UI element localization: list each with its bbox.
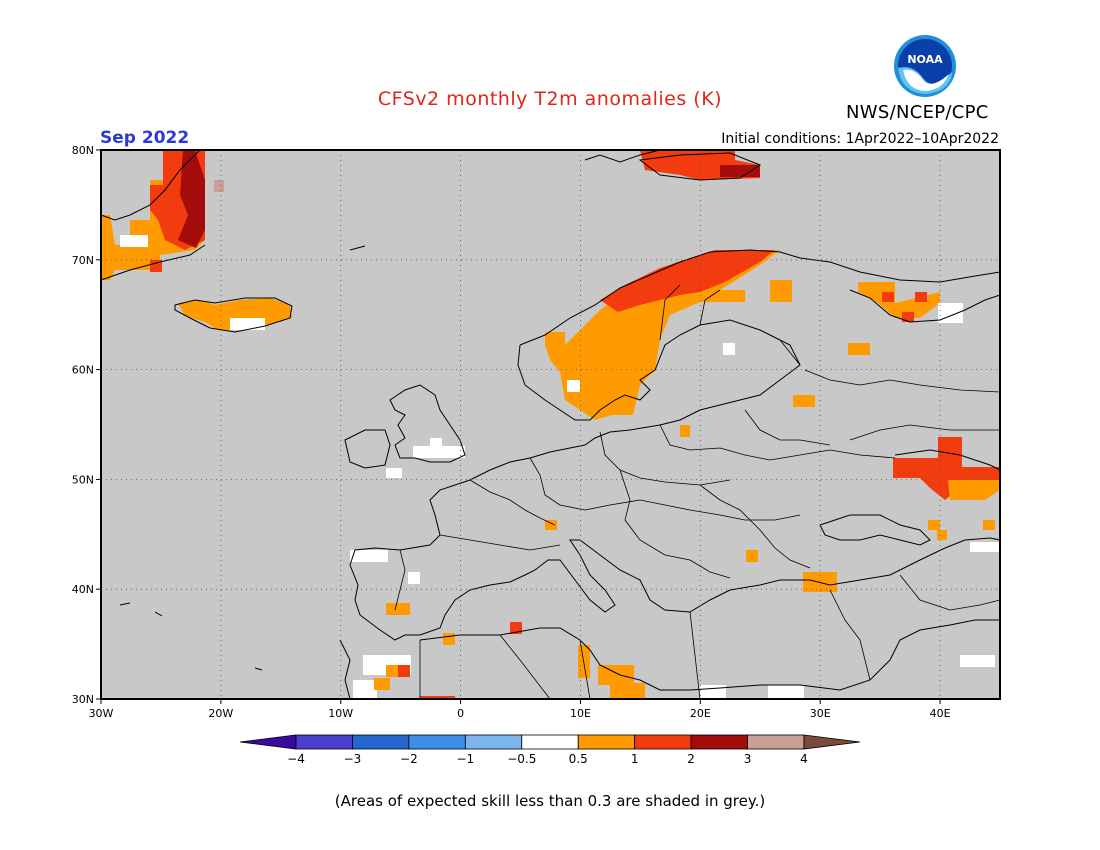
colorbar-label: −0.5 bbox=[507, 752, 536, 766]
country-borders bbox=[394, 284, 1001, 700]
anomaly-patch-greenland-red bbox=[150, 260, 162, 272]
forecast-month: Sep 2022 bbox=[100, 128, 190, 148]
anomaly-patch-levant-white bbox=[960, 655, 995, 667]
anomaly-patch-kola-red2 bbox=[915, 292, 927, 302]
anomaly-patch-russia-mid bbox=[848, 343, 870, 355]
lon-tick-label: 40E bbox=[930, 707, 951, 720]
anomaly-patch-britain-white2 bbox=[413, 446, 465, 458]
anomaly-patch-bulgaria bbox=[746, 550, 758, 562]
anomaly-patch-egypt-white2 bbox=[768, 685, 804, 699]
colorbar-swatch bbox=[747, 734, 805, 750]
lat-tick-label: 50N bbox=[72, 473, 94, 486]
coastlines bbox=[100, 149, 1001, 700]
map-background bbox=[101, 150, 1000, 699]
lon-tick-label: 10E bbox=[570, 707, 591, 720]
lat-tick-label: 80N bbox=[72, 144, 94, 157]
lat-tick-label: 40N bbox=[72, 583, 94, 596]
lon-tick-label: 10W bbox=[328, 707, 353, 720]
anomaly-patch-algeria-red bbox=[510, 622, 522, 634]
lat-axis: 30N 40N 50N 60N 70N 80N bbox=[72, 144, 101, 706]
colorbar-label: −1 bbox=[456, 752, 474, 766]
anomaly-patch-south-russia-orange bbox=[948, 480, 1000, 500]
anomaly-patch-scandinavia bbox=[545, 250, 780, 420]
anomaly-patch-caspian-2 bbox=[983, 520, 995, 530]
colorbar-label: −4 bbox=[287, 752, 305, 766]
anomaly-patch-greenland-dark bbox=[178, 150, 205, 248]
anomaly-patch-kola bbox=[858, 282, 940, 318]
colorbar-swatch bbox=[521, 734, 579, 750]
colorbar-label: 0.5 bbox=[569, 752, 588, 766]
anomaly-patch-egypt-white1 bbox=[700, 685, 726, 699]
colorbar-label: −3 bbox=[344, 752, 362, 766]
colorbar-swatch bbox=[352, 734, 410, 750]
lon-tick-label: 0 bbox=[457, 707, 464, 720]
anomaly-patch-caspian-1 bbox=[928, 520, 940, 530]
anomaly-patch-kola-red3 bbox=[902, 312, 914, 322]
anomaly-patch-spain-white bbox=[350, 550, 388, 562]
noaa-logo: NOAA bbox=[894, 35, 956, 97]
anomaly-patch-morocco-red bbox=[398, 665, 410, 677]
anomaly-patches bbox=[101, 150, 1000, 699]
map-frame bbox=[100, 149, 1001, 700]
lat-tick-label: 60N bbox=[72, 364, 94, 377]
anomaly-patch-baltic-white bbox=[567, 380, 580, 392]
colorbar-label: 3 bbox=[744, 752, 752, 766]
anomaly-patch-kola-white bbox=[938, 303, 963, 323]
anomaly-patch-caspian-white bbox=[970, 542, 1000, 552]
anomaly-patch-spain-orange bbox=[386, 603, 410, 615]
colorbar-arrow-high bbox=[803, 734, 861, 750]
anomaly-patch-libya bbox=[598, 665, 634, 685]
footnote: (Areas of expected skill less than 0.3 a… bbox=[334, 792, 766, 810]
chart-title: CFSv2 monthly T2m anomalies (K) bbox=[377, 88, 723, 110]
anomaly-patch-libya2 bbox=[610, 683, 645, 699]
anomaly-patch-algeria-red2 bbox=[420, 696, 455, 699]
colorbar-arrow-low bbox=[239, 734, 297, 750]
lon-tick-label: 20E bbox=[690, 707, 711, 720]
lon-axis: 30W 20W 10W 0 10E 20E 30E 40E bbox=[89, 699, 951, 720]
anomaly-patch-greenland-white bbox=[120, 235, 148, 247]
lon-tick-label: 30W bbox=[89, 707, 114, 720]
colorbar: −4 −3 −2 −1 −0.5 0.5 1 2 3 4 bbox=[239, 734, 861, 766]
anomaly-patch-spain-white2 bbox=[408, 572, 420, 584]
anomaly-patch-finland-white bbox=[723, 343, 735, 355]
colorbar-label: 4 bbox=[800, 752, 808, 766]
noaa-logo-text: NOAA bbox=[907, 53, 943, 66]
colorbar-label: −2 bbox=[400, 752, 418, 766]
anomaly-patch-algeria bbox=[443, 633, 455, 645]
lat-tick-label: 70N bbox=[72, 254, 94, 267]
colorbar-label: 1 bbox=[631, 752, 639, 766]
colorbar-swatch bbox=[634, 734, 692, 750]
anomaly-patch-iceland-white bbox=[230, 318, 265, 330]
anomaly-patch-russia-west bbox=[793, 395, 815, 407]
anomaly-patch-russia-nw bbox=[770, 280, 792, 302]
anomaly-patch-caspian-3 bbox=[937, 530, 947, 540]
colorbar-swatch bbox=[464, 734, 523, 750]
anomaly-patch-morocco-orange2 bbox=[374, 678, 390, 690]
colorbar-swatch bbox=[577, 734, 636, 750]
colorbar-swatch bbox=[295, 734, 353, 750]
anomaly-patch-scandinavia-hot bbox=[600, 250, 775, 312]
colorbar-label: 2 bbox=[687, 752, 695, 766]
anomaly-patch-britain-white1 bbox=[430, 438, 442, 446]
anomaly-patch-morocco-white2 bbox=[353, 680, 377, 699]
lat-tick-label: 30N bbox=[72, 693, 94, 706]
anomaly-patch-kola-red1 bbox=[882, 292, 894, 302]
anomaly-patch-svalbard-dark bbox=[720, 165, 760, 177]
organization-label: NWS/NCEP/CPC bbox=[846, 102, 989, 123]
colorbar-swatch bbox=[690, 734, 748, 750]
colorbar-swatch bbox=[408, 734, 466, 750]
anomaly-patch-poland bbox=[680, 425, 690, 437]
anomaly-patch-alps bbox=[545, 520, 557, 530]
lon-tick-label: 30E bbox=[810, 707, 831, 720]
initial-conditions: Initial conditions: 1Apr2022–10Apr2022 bbox=[721, 131, 999, 147]
anomaly-patch-ireland-white bbox=[386, 468, 402, 478]
anomaly-patch-greenland-tan bbox=[214, 180, 224, 192]
lon-tick-label: 20W bbox=[208, 707, 233, 720]
